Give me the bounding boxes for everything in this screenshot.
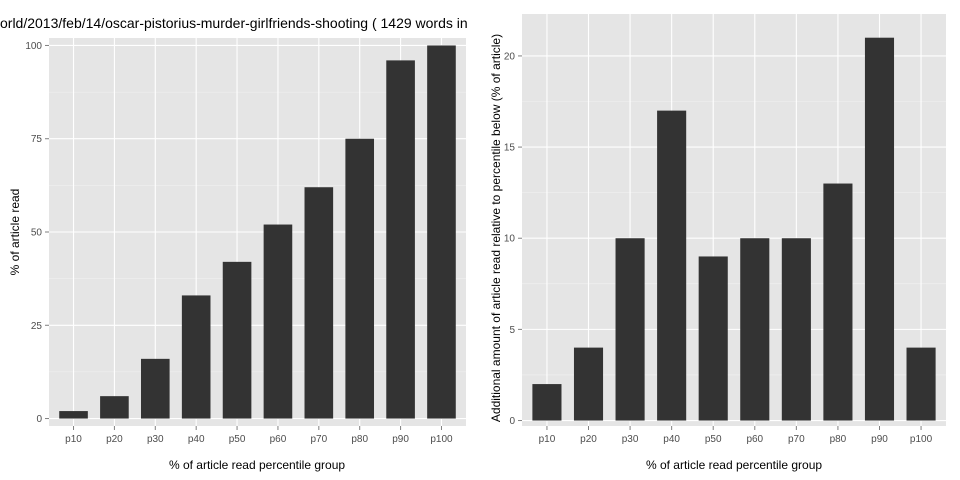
right-bar-p50: [698, 256, 728, 421]
right-x-tick-label: p80: [830, 434, 847, 445]
right-x-tick-label: p40: [663, 434, 680, 445]
right-y-tick-label: 15: [504, 143, 516, 154]
right-x-axis: p10 p20 p30 p40 p50 p60 p70 p80 p90 p100: [539, 426, 933, 445]
left-x-axis-title: % of article read percentile group: [169, 458, 345, 472]
left-x-tick-label: p10: [65, 434, 82, 445]
right-bar-p10: [532, 384, 562, 421]
left-bar-p20: [100, 396, 129, 419]
left-bar-p70: [304, 187, 334, 419]
right-y-tick-label: 5: [509, 325, 515, 336]
left-x-tick-label: p50: [229, 434, 246, 445]
left-x-tick-label: p30: [147, 434, 164, 445]
left-bar-p100: [427, 45, 456, 419]
left-x-tick-label: p60: [270, 434, 287, 445]
right-bar-p100: [906, 347, 936, 421]
left-y-tick-label: 75: [31, 134, 43, 145]
right-x-axis-title: % of article read percentile group: [646, 458, 822, 472]
right-x-tick-label: p20: [580, 434, 597, 445]
right-x-tick-label: p60: [746, 434, 763, 445]
left-bars: [59, 45, 456, 419]
left-x-tick-label: p80: [351, 434, 368, 445]
left-bar-p40: [181, 295, 211, 419]
right-x-tick-label: p30: [622, 434, 639, 445]
right-bar-p80: [823, 183, 853, 421]
left-bar-p60: [263, 224, 293, 419]
right-bar-p70: [781, 238, 811, 421]
left-bar-p90: [386, 60, 415, 419]
left-x-tick-label: p100: [430, 434, 453, 445]
left-y-tick-label: 50: [31, 228, 43, 239]
right-x-tick-label: p10: [539, 434, 556, 445]
right-bars: [532, 37, 936, 421]
right-bar-p20: [573, 347, 604, 421]
right-x-tick-label: p50: [705, 434, 722, 445]
right-bar-p90: [864, 37, 895, 421]
right-x-tick-label: p70: [788, 434, 805, 445]
left-x-axis: p10 p20 p30 p40 p50 p60 p70 p80 p90 p100: [65, 426, 453, 445]
left-y-axis-title: % of article read: [8, 189, 22, 276]
right-y-tick-label: 20: [504, 51, 516, 62]
right-y-axis-title: Additional amount of article read relati…: [489, 34, 503, 422]
left-bar-p10: [59, 411, 88, 419]
left-y-tick-label: 25: [31, 321, 43, 332]
right-chart: 0 5 10 15 20 p10 p20 p30 p40 p50 p60 p70 p80 p90 p100…: [489, 14, 946, 472]
left-x-tick-label: p40: [188, 434, 205, 445]
right-x-tick-label: p100: [910, 434, 933, 445]
right-x-tick-label: p90: [871, 434, 888, 445]
left-y-tick-label: 100: [25, 41, 42, 52]
left-bar-p30: [140, 358, 170, 419]
right-y-tick-label: 0: [509, 416, 515, 427]
left-x-tick-label: p90: [392, 434, 409, 445]
right-bar-p40: [657, 110, 687, 421]
right-y-tick-label: 10: [504, 234, 516, 245]
right-bar-p60: [740, 238, 770, 421]
left-chart: orld/2013/feb/14/oscar-pistorius-murder-…: [0, 15, 468, 472]
right-y-axis: 0 5 10 15 20: [504, 51, 522, 427]
left-bar-p50: [222, 261, 252, 419]
left-chart-title: orld/2013/feb/14/oscar-pistorius-murder-…: [0, 15, 468, 31]
left-x-tick-label: p20: [106, 434, 123, 445]
left-y-tick-label: 0: [36, 414, 42, 425]
left-y-axis: 0 25 50 75 100: [25, 41, 49, 425]
left-x-tick-label: p70: [310, 434, 327, 445]
right-bar-p30: [615, 238, 645, 421]
left-bar-p80: [345, 138, 375, 419]
